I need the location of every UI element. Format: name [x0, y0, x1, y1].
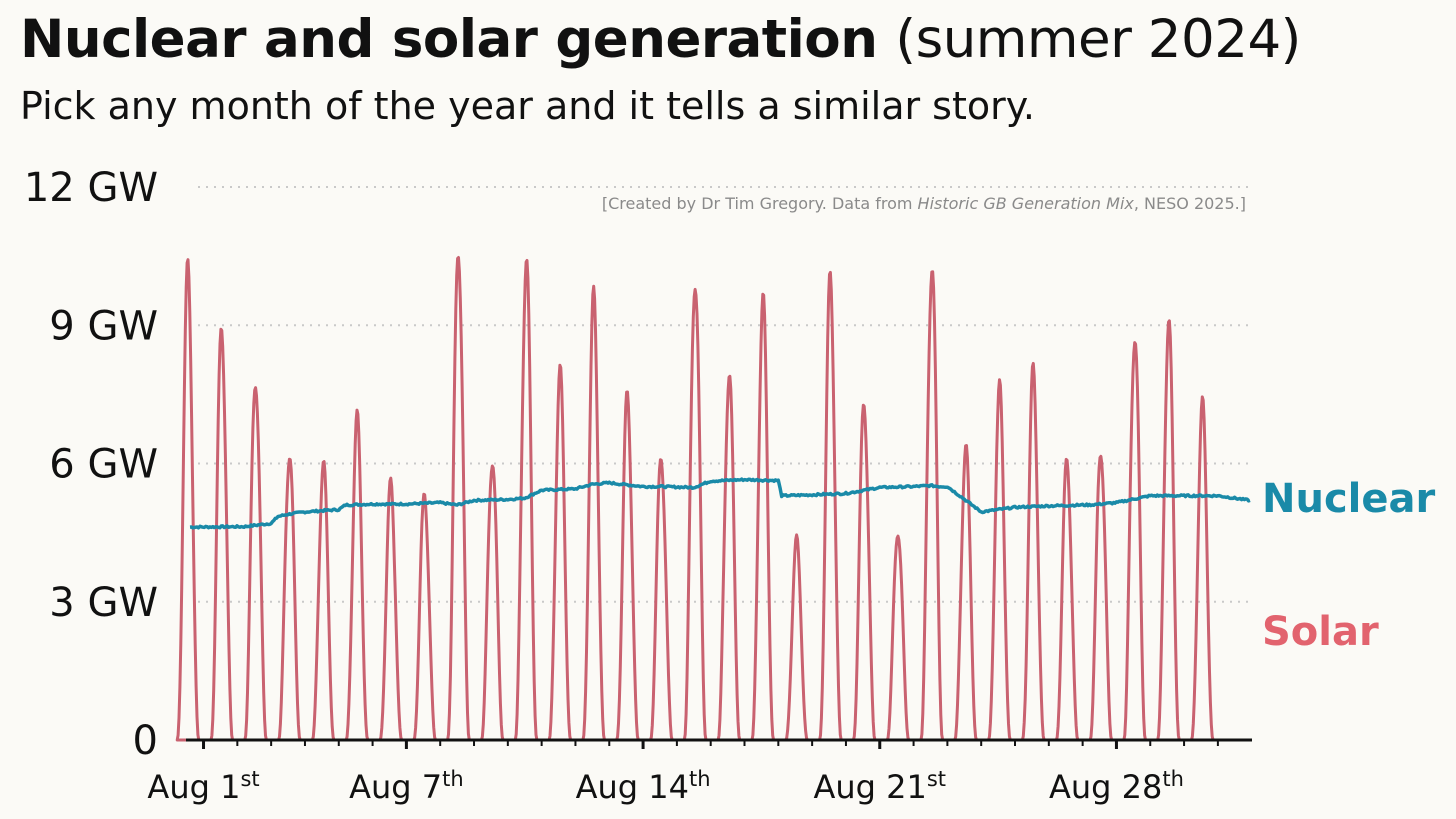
chart-title-light: (summer 2024)	[895, 9, 1301, 70]
y-tick-label: 9 GW	[49, 303, 158, 349]
chart-title: Nuclear and solar generation (summer 202…	[20, 4, 1301, 76]
solar-series-line	[175, 256, 1250, 742]
x-axis-ticks: Aug 1st Aug 7th Aug 14th Aug 21st Aug 28th	[147, 740, 1219, 806]
credit-note: [Created by Dr Tim Gregory. Data from Hi…	[602, 194, 1246, 213]
y-axis-ticks: 0 3 GW 6 GW 9 GW 12 GW	[24, 165, 158, 764]
nuclear-series-label: Nuclear	[1262, 476, 1435, 522]
y-tick-label: 12 GW	[24, 165, 158, 211]
y-tick-label: 6 GW	[49, 442, 158, 488]
chart-subtitle: Pick any month of the year and it tells …	[20, 84, 1035, 128]
x-tick-label: Aug 1st	[147, 767, 259, 806]
x-tick-label: Aug 28th	[1049, 767, 1184, 806]
x-tick-label: Aug 21st	[813, 767, 946, 806]
y-tick-label: 3 GW	[49, 580, 158, 626]
chart-title-bold: Nuclear and solar generation	[20, 9, 878, 70]
nuclear-series-line	[189, 477, 1251, 530]
x-tick-label: Aug 14th	[576, 767, 711, 806]
solar-series-label: Solar	[1262, 609, 1379, 655]
x-tick-label: Aug 7th	[349, 767, 464, 806]
y-tick-label: 0	[133, 718, 158, 764]
